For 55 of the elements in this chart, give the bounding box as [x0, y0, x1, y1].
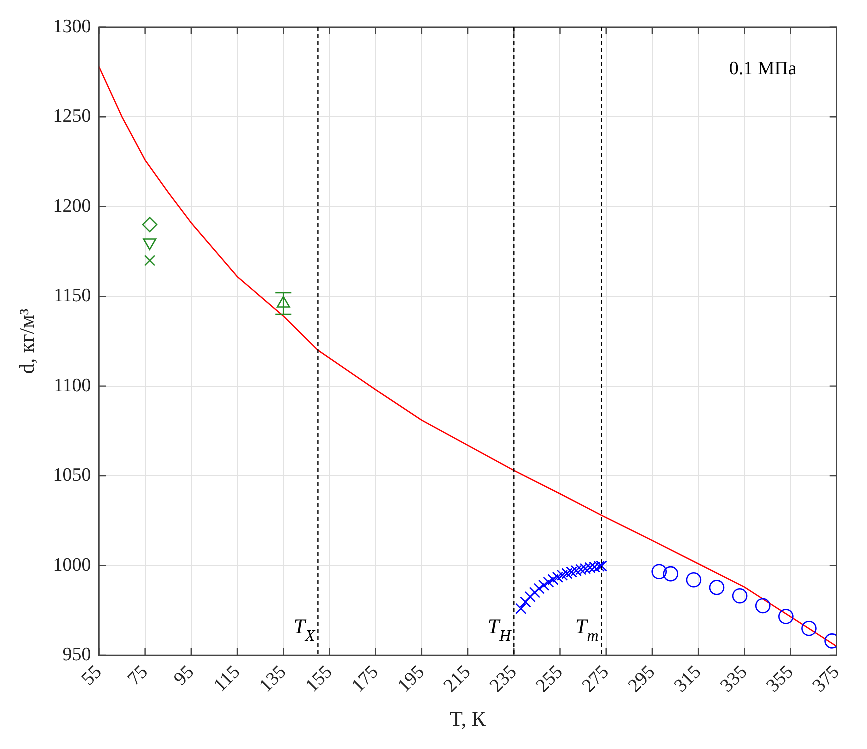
point	[570, 565, 582, 577]
x-tick-label: 255	[532, 662, 568, 697]
x-tick-label: 135	[256, 662, 291, 697]
x-tick-label: 75	[124, 662, 152, 690]
point	[663, 566, 679, 582]
point	[575, 564, 587, 576]
point	[524, 591, 536, 603]
x-tick-label: 315	[670, 662, 706, 697]
x-axis-title: T, К	[450, 706, 487, 731]
point	[556, 570, 568, 582]
point	[566, 566, 578, 578]
point	[584, 562, 596, 574]
annotation: 0.1 МПа	[729, 58, 798, 80]
point	[580, 563, 592, 574]
x-tick-label: 95	[170, 662, 198, 690]
point	[802, 620, 817, 636]
y-tick-label: 1050	[53, 465, 92, 486]
point	[594, 560, 606, 572]
x-tick-label: 275	[578, 662, 614, 697]
point	[538, 580, 550, 591]
x-tick-label: 375	[808, 662, 844, 697]
point	[596, 560, 608, 572]
point	[686, 572, 702, 588]
point	[562, 568, 573, 580]
point	[709, 580, 725, 596]
y-tick-label: 1250	[53, 106, 92, 128]
point	[520, 596, 532, 608]
point	[755, 598, 771, 614]
point	[142, 217, 158, 232]
x-tick-label: 155	[302, 662, 337, 697]
x-tick-label: 115	[210, 662, 245, 696]
point	[515, 603, 527, 614]
x-tick-label: 215	[440, 662, 476, 697]
y-tick-label: 1000	[53, 554, 92, 576]
point	[589, 562, 600, 573]
point	[778, 609, 794, 624]
x-tick-label: 335	[716, 662, 752, 697]
y-axis-title: d, кг/м³	[15, 308, 40, 374]
x-tick-label: 235	[486, 662, 522, 697]
x-tick-label: 195	[394, 662, 429, 697]
y-tick-label: 1200	[53, 196, 92, 217]
x-tick-label: 355	[762, 662, 798, 697]
point	[732, 588, 748, 604]
y-tick-label: 1100	[54, 375, 92, 396]
point	[548, 574, 559, 586]
point	[552, 572, 564, 584]
y-tick-label: 1150	[54, 286, 92, 307]
point	[534, 583, 546, 594]
point	[652, 564, 668, 580]
x-tick-label: 175	[348, 662, 383, 697]
point	[529, 587, 540, 598]
point	[543, 576, 554, 588]
y-tick-label: 1300	[53, 16, 92, 38]
x-tick-label: 295	[624, 662, 660, 697]
point	[144, 255, 156, 266]
